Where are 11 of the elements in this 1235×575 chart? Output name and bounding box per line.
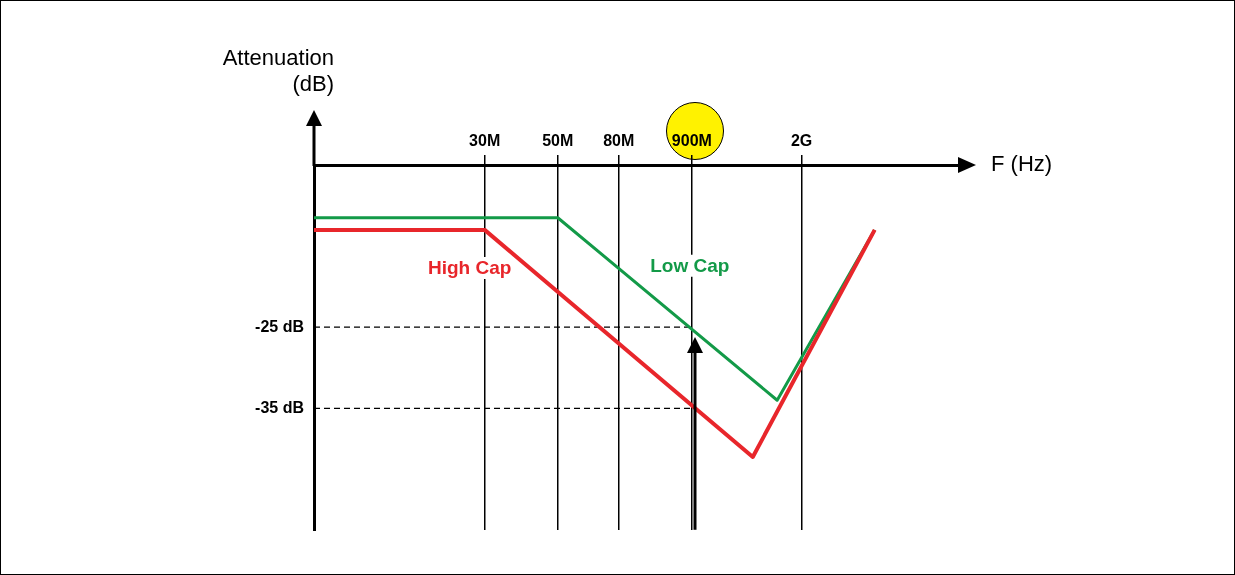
- x-tick-label: 2G: [790, 131, 813, 149]
- series-label: Low Cap: [650, 254, 730, 276]
- x-tick-label: 80M: [603, 131, 635, 149]
- y-axis-title: Attenuation (dB): [221, 45, 334, 98]
- x-tick-label: 30M: [469, 131, 501, 149]
- x-tick-label: 900M: [671, 131, 712, 149]
- x-tick-label: 50M: [542, 131, 574, 149]
- y-tick-label: -25 dB: [255, 317, 304, 335]
- y-tick-label: -35 dB: [255, 398, 304, 416]
- series-label: High Cap: [427, 256, 512, 278]
- x-axis-title: F (Hz): [991, 151, 1053, 177]
